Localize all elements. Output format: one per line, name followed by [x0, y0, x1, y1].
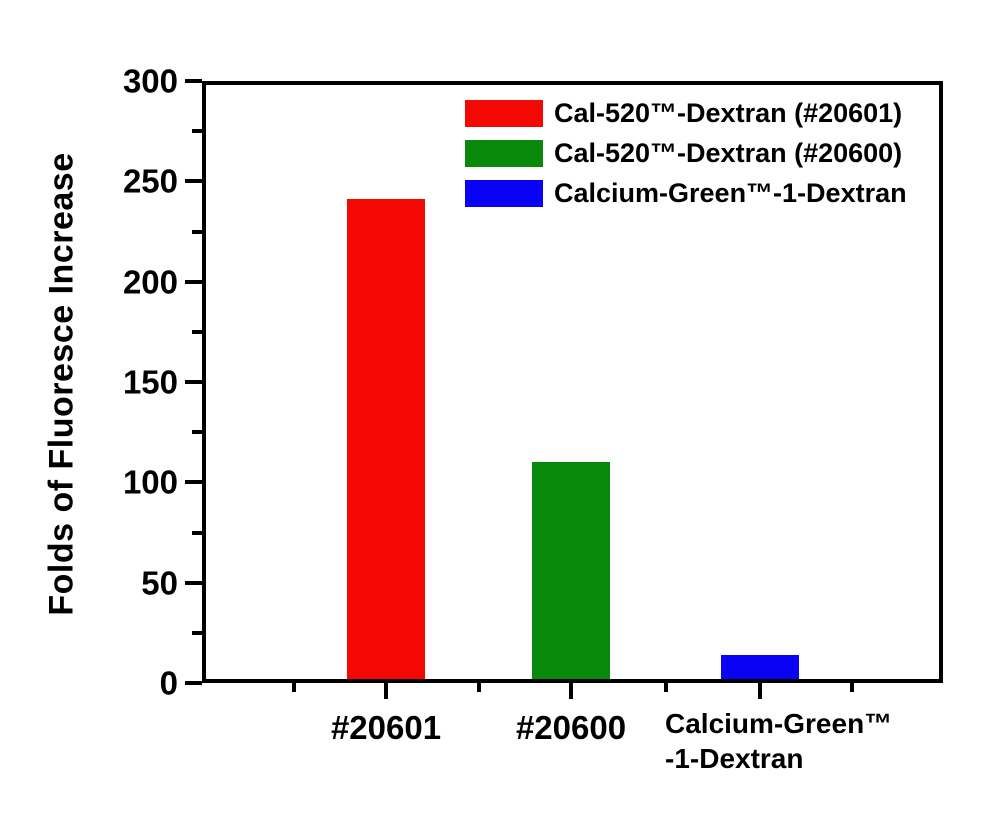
legend-row: Cal-520™-Dextran (#20601): [465, 97, 907, 128]
legend-label: Calcium-Green™-1-Dextran: [554, 177, 907, 208]
y-minor-tick: [192, 229, 202, 234]
y-tick-label: 50: [141, 564, 178, 602]
x-major-tick: [384, 683, 388, 699]
y-major-tick: [185, 580, 202, 585]
x-category-label: #20601: [330, 709, 442, 746]
x-minor-tick: [849, 683, 854, 692]
y-major-tick: [185, 480, 202, 485]
y-tick-label: 0: [159, 664, 178, 702]
x-minor-tick: [663, 683, 668, 692]
bar-1: [347, 199, 425, 679]
legend-label: Cal-520™-Dextran (#20600): [554, 137, 903, 168]
legend-label: Cal-520™-Dextran (#20601): [554, 97, 903, 128]
y-minor-tick: [192, 530, 202, 535]
y-tick-label: 200: [122, 263, 178, 301]
x-major-tick: [569, 683, 573, 699]
x-minor-tick: [476, 683, 481, 692]
y-tick-label: 250: [122, 162, 178, 200]
y-major-tick: [185, 179, 202, 184]
legend-row: Cal-520™-Dextran (#20600): [465, 137, 907, 168]
y-tick-label: 100: [122, 463, 178, 501]
x-category-label: #20600: [515, 709, 627, 746]
legend-row: Calcium-Green™-1-Dextran: [465, 177, 907, 208]
y-tick-label: 150: [122, 363, 178, 401]
x-category-label: Calcium-Green™ -1-Dextran: [665, 708, 893, 774]
y-major-tick: [185, 279, 202, 284]
y-major-tick: [185, 380, 202, 384]
y-major-tick: [185, 79, 202, 83]
y-minor-tick: [192, 630, 202, 635]
x-minor-tick: [292, 683, 296, 692]
legend-swatch: [465, 139, 543, 167]
y-minor-tick: [192, 129, 202, 134]
bar-3: [721, 654, 799, 679]
legend-swatch: [465, 179, 543, 207]
y-minor-tick: [192, 430, 202, 435]
x-major-tick: [758, 683, 762, 699]
y-minor-tick: [192, 329, 202, 334]
y-tick-label: 300: [122, 62, 178, 100]
bar-2: [532, 462, 610, 679]
y-major-tick: [185, 681, 202, 685]
legend: Cal-520™-Dextran (#20601) Cal-520™-Dextra…: [465, 97, 907, 219]
legend-swatch: [465, 99, 543, 127]
